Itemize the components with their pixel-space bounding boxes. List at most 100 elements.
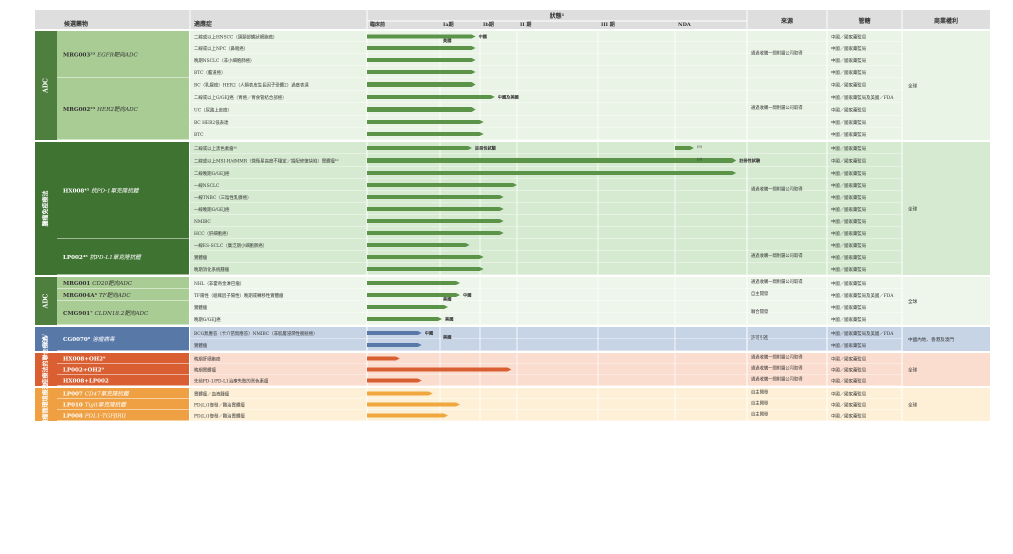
candidate-name: MRG003²³ EGFR靶向ADC bbox=[63, 52, 139, 59]
category-band bbox=[35, 388, 57, 421]
jurisdiction-label: 中國／國家藥監局 bbox=[831, 366, 866, 373]
jurisdiction-label: 中國／國家藥監局 bbox=[831, 81, 866, 88]
candidate-cell bbox=[57, 31, 189, 78]
row-bg bbox=[190, 215, 990, 227]
bar-note-secondary: 美國 bbox=[443, 334, 451, 341]
source-label: 通過收購一間附屬公司取得 bbox=[751, 252, 803, 259]
progress-bar bbox=[367, 331, 422, 335]
row-bg bbox=[190, 91, 990, 103]
jurisdiction-label: 中國／國家藥監局及美國／FDA bbox=[831, 94, 894, 101]
category-band bbox=[35, 277, 57, 325]
progress-bar bbox=[367, 207, 504, 211]
candidate-name-text: MRG001 bbox=[63, 281, 92, 287]
nda-marker bbox=[675, 146, 694, 150]
candidate-target-text: CD47單克隆抗體 bbox=[85, 391, 130, 398]
indication-label: BTC（膽道癌） bbox=[194, 69, 225, 76]
header-phase-4: III 期 bbox=[601, 21, 615, 28]
header-phase-2: Ib期 bbox=[483, 21, 494, 28]
indication-label: BC HER2低表達 bbox=[194, 119, 229, 126]
candidate-cell bbox=[57, 364, 189, 375]
row-bg bbox=[190, 277, 990, 289]
row-bg bbox=[190, 191, 990, 203]
row-bg bbox=[190, 353, 990, 364]
candidate-name-text: HX008+OH2⁹ bbox=[63, 356, 106, 363]
header-phase-3: II 期 bbox=[520, 21, 531, 28]
category-band bbox=[35, 327, 57, 351]
progress-bar bbox=[367, 46, 476, 50]
candidate-cell bbox=[57, 239, 189, 275]
progress-bar bbox=[367, 255, 484, 259]
source-label: 聯合開發 bbox=[751, 308, 769, 315]
source-label: 自主開發 bbox=[751, 389, 769, 396]
candidate-target-text: TF靶向ADC bbox=[99, 292, 131, 299]
candidate-target-text: CLDN18.2靶向ADC bbox=[95, 310, 150, 317]
candidate-name-text: MRG003²³ bbox=[63, 52, 97, 59]
rights-label: 中國內地、香港及澳門 bbox=[908, 336, 954, 343]
jurisdiction-label: 中國／國家藥監局 bbox=[831, 342, 866, 349]
progress-bar bbox=[367, 95, 495, 99]
indication-label: PD(L)1復發／難治實體瘤 bbox=[194, 401, 245, 408]
jurisdiction-label: 中國／國家藥監局 bbox=[831, 242, 866, 249]
header-phase-5: NDA bbox=[678, 22, 691, 28]
row-bg bbox=[190, 142, 990, 154]
source-label: 通過收購一間附屬公司取得 bbox=[751, 50, 803, 57]
progress-bar bbox=[367, 132, 484, 136]
row-bg bbox=[190, 375, 990, 386]
indication-label: 二線或以上NPC（鼻咽癌） bbox=[194, 45, 248, 52]
indication-label: TF陽性（組織因子陽性）晚期或轉移性實體瘤 bbox=[194, 292, 284, 299]
indication-label: HCC（肝細胞癌） bbox=[194, 230, 231, 237]
indication-label: 先前PD-1/PD-L1治療失敗的黑色素瘤 bbox=[194, 377, 269, 384]
progress-bar bbox=[367, 391, 433, 396]
source-label: 自主開發 bbox=[751, 400, 769, 407]
indication-label: 二線或以上G/GEJ癌（胃癌／胃食管結合部癌） bbox=[194, 94, 287, 101]
row-bg bbox=[190, 42, 990, 54]
indication-label: PD(L)1復發／難治實體瘤 bbox=[194, 412, 245, 419]
category-band bbox=[35, 31, 57, 140]
candidate-cell bbox=[57, 353, 189, 364]
row-bg bbox=[190, 289, 990, 301]
jurisdiction-label: 中國／國家藥監局 bbox=[831, 254, 866, 261]
row-bg bbox=[190, 327, 990, 339]
indication-label: 晚期消化系統腫瘤 bbox=[194, 266, 230, 273]
candidate-target-text: CD20靶向ADC bbox=[92, 280, 133, 287]
progress-bar bbox=[367, 402, 460, 407]
row-bg bbox=[190, 128, 990, 140]
candidate-name: CG0070⁸ 溶瘤病毒 bbox=[63, 336, 116, 343]
jurisdiction-label: 中國／國家藥監局 bbox=[831, 401, 866, 408]
row-bg bbox=[190, 399, 990, 410]
rights-label: 全球 bbox=[908, 367, 918, 374]
candidate-name-text: MRG002²³ bbox=[63, 106, 97, 113]
jurisdiction-label: 中國／國家藥監局 bbox=[831, 182, 866, 189]
category-label: OV bbox=[43, 334, 50, 344]
jurisdiction-label: 中國／國家藥監局 bbox=[831, 390, 866, 397]
header-phase-0: 臨床前 bbox=[370, 21, 385, 28]
candidate-name-text: LP010 bbox=[63, 403, 85, 409]
rights-label: 全球 bbox=[908, 206, 918, 213]
category-band bbox=[35, 142, 57, 275]
source-label: 通過收購一間附屬公司取得 bbox=[751, 104, 803, 111]
row-bg bbox=[190, 103, 990, 116]
candidate-name: HX008+LP002 bbox=[63, 379, 109, 385]
nda-footnote: (9) bbox=[697, 158, 703, 162]
indication-label: 二線或以上黑色素瘤¹⁰ bbox=[194, 145, 237, 152]
row-bg bbox=[190, 239, 990, 251]
row-bg bbox=[190, 66, 990, 78]
candidate-name-text: CG0070⁸ bbox=[63, 336, 92, 343]
indication-label: 二線晚期G/GEJ癌 bbox=[194, 170, 230, 177]
jurisdiction-label: 中國／國家藥監局 bbox=[831, 45, 866, 52]
category-label: 腫瘤免疫療法 bbox=[42, 190, 50, 226]
indication-label: BC（乳腺癌）HER2（人類表皮生長因子受體2）過度表達 bbox=[194, 81, 309, 88]
indication-label: 晚期實體瘤 bbox=[194, 366, 217, 373]
indication-label: 晚期肝細胞癌 bbox=[194, 355, 221, 362]
header-bg bbox=[35, 10, 990, 29]
row-bg bbox=[190, 301, 990, 313]
jurisdiction-label: 中國／國家藥監局 bbox=[831, 412, 866, 419]
jurisdiction-label: 中國／國家藥監局 bbox=[831, 206, 866, 213]
jurisdiction-label: 中國／國家藥監局 bbox=[831, 33, 866, 40]
jurisdiction-label: 中國／國家藥監局 bbox=[831, 57, 866, 64]
source-label: 自主開發 bbox=[751, 411, 769, 418]
row-bg bbox=[190, 31, 990, 42]
progress-bar bbox=[367, 120, 484, 124]
jurisdiction-label: 中國／國家藥監局 bbox=[831, 316, 866, 323]
